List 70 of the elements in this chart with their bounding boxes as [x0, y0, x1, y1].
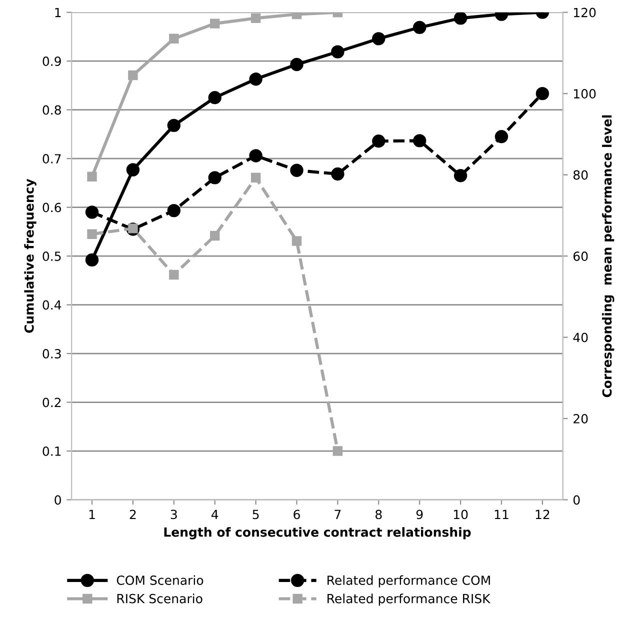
- point: [331, 167, 344, 181]
- point: [210, 230, 220, 241]
- y-tick-label: 0.2: [42, 398, 61, 408]
- y2-tick-label: 80: [573, 170, 588, 180]
- point: [494, 130, 508, 144]
- point: [87, 172, 97, 182]
- legend-label: COM Scenario: [116, 575, 204, 585]
- point: [167, 204, 180, 218]
- y-tick-label: 0.3: [42, 349, 61, 358]
- point: [128, 70, 138, 80]
- point: [208, 171, 222, 184]
- point: [290, 164, 304, 177]
- point: [85, 253, 99, 267]
- y2-tick-label: 60: [574, 252, 588, 261]
- point: [331, 45, 344, 58]
- x-tick-label: 10: [454, 510, 468, 520]
- point: [87, 229, 97, 239]
- y-tick-label: 0.9: [42, 56, 61, 66]
- y-tick-label: 0.6: [42, 202, 62, 212]
- x-tick-label: 3: [170, 510, 177, 520]
- y-tick-label: 0.4: [42, 300, 62, 310]
- y-tick-label: 0.7: [42, 154, 61, 164]
- y2-tick-label: 20: [574, 414, 588, 424]
- y2-tick-label: 100: [574, 89, 596, 99]
- y-axis-title: Cumulative frequency: [24, 178, 36, 333]
- legend-label: RISK Scenario: [117, 594, 202, 604]
- point: [250, 172, 261, 183]
- x-tick-label: 7: [334, 510, 341, 519]
- point: [412, 20, 426, 34]
- x-tick-label: 1: [89, 510, 95, 519]
- x-tick-label: 2: [130, 510, 136, 519]
- point: [372, 134, 386, 148]
- y-tick-label: 0: [54, 495, 61, 505]
- point: [332, 446, 343, 456]
- point: [454, 169, 468, 182]
- legend-label: Related performance RISK: [328, 594, 491, 606]
- x-tick-label: 8: [376, 510, 382, 520]
- point: [169, 34, 179, 44]
- point: [208, 91, 222, 104]
- point: [412, 134, 426, 148]
- point: [292, 12, 302, 20]
- point: [250, 13, 261, 24]
- point: [169, 270, 179, 280]
- legend-label: Related performance COM: [328, 575, 490, 588]
- point: [454, 12, 468, 25]
- x-axis-title: Length of consecutive contract relationship: [164, 527, 471, 540]
- point: [249, 72, 262, 86]
- x-tick-label: 12: [536, 510, 550, 519]
- point: [85, 206, 99, 219]
- point: [292, 236, 302, 246]
- y2-axis-title: Corresponding mean performance level: [602, 115, 614, 398]
- x-tick-label: 6: [294, 510, 300, 520]
- point: [249, 149, 262, 162]
- y2-tick-label: 40: [573, 332, 588, 342]
- x-tick-label: 11: [494, 510, 508, 519]
- y-tick-label: 0.5: [42, 252, 61, 261]
- point: [167, 118, 180, 132]
- point: [126, 163, 140, 176]
- y2-tick-label: 0: [573, 495, 580, 505]
- point: [372, 32, 386, 46]
- y2-tick-label: 120: [574, 8, 596, 18]
- x-tick-label: 9: [416, 510, 423, 520]
- point: [210, 18, 220, 28]
- point: [290, 58, 304, 72]
- point: [536, 86, 550, 100]
- x-tick-label: 4: [211, 510, 218, 519]
- y-tick-label: 0.1: [42, 446, 61, 456]
- y-tick-label: 0.8: [42, 105, 61, 115]
- y-tick-label: 1: [55, 8, 61, 18]
- x-tick-label: 5: [252, 510, 259, 520]
